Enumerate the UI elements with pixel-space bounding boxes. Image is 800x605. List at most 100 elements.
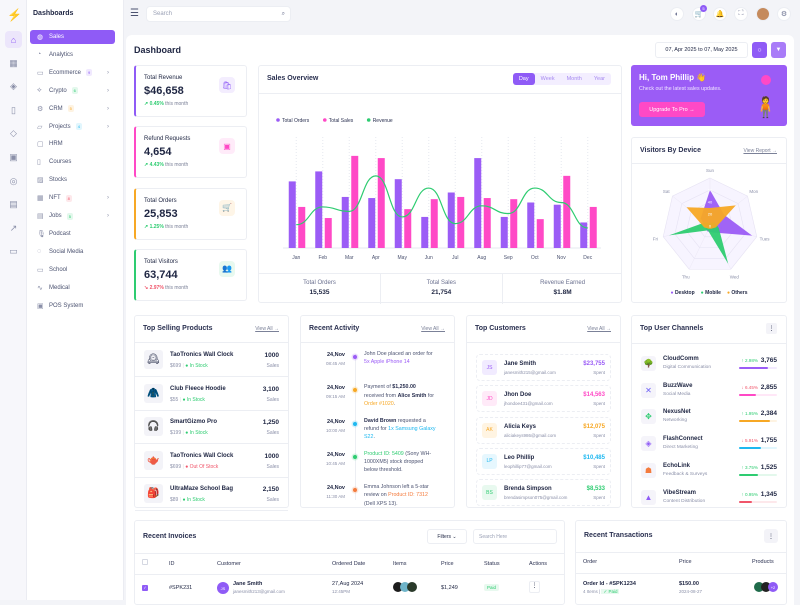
chart-line-icon[interactable]: ↗ [9, 222, 18, 233]
x-tick-label: Feb [318, 255, 327, 261]
tab-year[interactable]: Year [593, 76, 605, 82]
sidebar-item-analytics[interactable]: ◔ Analytics [30, 48, 115, 62]
customer-row[interactable]: LP Leo Phillip leophillip77@gmail.com $1… [476, 447, 611, 475]
tab-month[interactable]: Month [566, 76, 582, 82]
sidebar-item-jobs[interactable]: ▤ Jobs 5 › [30, 209, 115, 223]
customer-spent-label: Spent [593, 370, 605, 375]
logo-icon[interactable]: ⚡ [7, 8, 22, 22]
customer-row[interactable]: AK Alicia Keys aliciakeys986@gmail.com $… [476, 416, 611, 444]
view-report-link[interactable]: View Report → [743, 148, 777, 154]
bar-total-orders [527, 202, 535, 248]
sidebar-item-nft[interactable]: ▦ NFT 8 › [30, 191, 115, 205]
sidebar-item-sales[interactable]: ◍ Sales [30, 30, 115, 44]
refresh-button[interactable]: ○ [752, 42, 767, 58]
sidebar-item-ecommerce[interactable]: ▭ Ecommerce 9 › [30, 66, 115, 80]
search-input[interactable]: Search ⌕ [146, 6, 291, 22]
tab-day[interactable]: Day [512, 73, 535, 85]
channel-row: 🌳 CloudComm Digital Communication ↑ 2.98… [632, 354, 786, 381]
transactions-more-icon[interactable]: ⋮ [764, 529, 778, 543]
customer-row[interactable]: JS Jane Smith janesmith215@gmail.com $23… [476, 354, 611, 381]
product-row[interactable]: 🕰 TaoTronics Wall Clock $699 | ● In Stoc… [135, 343, 288, 377]
gear-icon[interactable]: ⚙ [777, 7, 791, 21]
card-icon[interactable]: ▭ [9, 246, 18, 257]
banner-greeting: Hi, Tom Phillip 👋 [639, 73, 707, 82]
sidebar-item-label: Analytics [49, 51, 74, 58]
theme-icon[interactable]: ◐ [670, 7, 684, 21]
bell-icon[interactable]: 🔔 [713, 7, 727, 21]
grid-icon[interactable]: ▦ [9, 57, 18, 68]
pulse-icon: ∿ [37, 284, 43, 292]
sidebar-badge: 4 [75, 123, 82, 130]
tab-week[interactable]: Week [540, 76, 555, 82]
sales-icon: ◍ [37, 34, 44, 41]
invoice-search-input[interactable]: Search Here [473, 529, 557, 544]
fullscreen-icon[interactable]: ⛶ [734, 7, 748, 21]
sidebar-item-social-media[interactable]: ◌ Social Media [30, 245, 115, 259]
column-header[interactable]: ID [169, 561, 175, 567]
row-checkbox[interactable]: ✓ [142, 585, 148, 591]
x-tick-label: Dec [583, 255, 592, 261]
customer-row[interactable]: BS Brenda Simpson brendasimpson075@gmail… [476, 479, 611, 507]
product-image-icon: 🧥 [144, 383, 163, 403]
sidebar-item-crm[interactable]: ⚙ CRM 5 › [30, 102, 115, 116]
invoice-id[interactable]: #SPK231 [169, 585, 193, 591]
menu-toggle-icon[interactable]: ☰ [130, 8, 139, 19]
view-all-products-link[interactable]: View All → [255, 326, 279, 332]
store-icon[interactable]: ▤ [9, 199, 18, 210]
stat-label: Refund Requests [144, 136, 191, 143]
sidebar-item-stocks[interactable]: ▨ Stocks [30, 173, 115, 187]
visitors-title: Visitors By Device [640, 147, 701, 154]
gift-icon[interactable]: ▣ [9, 152, 18, 162]
row-actions-button[interactable]: ⋮ [529, 581, 540, 593]
sidebar-item-school[interactable]: ▭ School [30, 263, 115, 277]
column-header[interactable]: Actions [529, 561, 548, 567]
view-all-customers-link[interactable]: View All → [587, 326, 611, 332]
product-row[interactable]: 🎒 UltraMaze School Bag $89 | ● In Stock … [135, 477, 288, 511]
column-header[interactable]: Status [484, 561, 500, 567]
sidebar-item-pos-system[interactable]: ▣ POS System [30, 299, 115, 313]
column-header[interactable]: Items [393, 561, 407, 567]
sidebar-item-courses[interactable]: ▯ Courses [30, 155, 115, 169]
activity-title: Recent Activity [309, 325, 360, 332]
customer-row[interactable]: JD Jhon Doe jhondoe431@gmail.com $14,563… [476, 385, 611, 413]
more-options-icon[interactable]: ⋮ [766, 323, 777, 334]
product-row[interactable]: 🎧 SmartGizmo Pro $199 | ● In Stock 1,250… [135, 410, 288, 444]
product-sales-label: Sales [266, 396, 279, 403]
channel-change: ↓ 5.91% [741, 438, 758, 444]
sidebar-item-podcast[interactable]: 🎙 Podcast [30, 227, 115, 241]
view-all-activity-link[interactable]: View All → [421, 326, 445, 332]
column-header[interactable]: Customer [217, 561, 241, 567]
file-icon[interactable]: ▯ [11, 104, 16, 115]
filters-button[interactable]: Filters ⌄ [427, 529, 467, 544]
compass-icon[interactable]: ◎ [9, 175, 18, 186]
avatar[interactable] [756, 7, 770, 21]
sidebar-item-medical[interactable]: ∿ Medical [30, 281, 115, 295]
sidebar-item-label: Social Media [49, 248, 84, 255]
bar-total-orders [500, 216, 508, 248]
filter-button[interactable]: ▼ [771, 42, 786, 58]
sidebar-badge: 8 [65, 194, 72, 202]
column-header: Order [583, 559, 598, 565]
select-all-checkbox[interactable] [142, 559, 148, 565]
radar-axis-label: Sat [663, 189, 671, 194]
sidebar-item-crypto[interactable]: ⟡ Crypto 6 › [30, 84, 115, 98]
top-customers-card: Top Customers View All → JS Jane Smith j… [466, 315, 621, 508]
cart-icon[interactable]: 🛒 5 [692, 5, 707, 21]
stat-change-value: 0.45% [149, 101, 164, 107]
column-header[interactable]: Price [441, 561, 454, 567]
bar-total-sales [589, 206, 597, 248]
column-header[interactable]: Ordered Date [332, 561, 366, 567]
sidebar-item-hrm[interactable]: ▢ HRM [30, 137, 115, 151]
date-range-picker[interactable]: 07, Apr 2025 to 07, May 2025 [655, 42, 748, 58]
diamond-icon[interactable]: ◇ [10, 128, 17, 139]
product-row[interactable]: 🫖 TaoTronics Wall Clock $699 | ● Out Of … [135, 444, 288, 478]
activity-date: 24,Nov [326, 451, 345, 458]
product-row[interactable]: 🧥 Club Fleece Hoodie $55 | ● In Stock 3,… [135, 377, 288, 411]
layers-icon[interactable]: ◈ [10, 81, 17, 92]
sidebar-section-title: Dashboards [33, 10, 74, 17]
product-sales: 1000 [264, 352, 279, 359]
transaction-items: 4 Items [583, 589, 598, 594]
upgrade-button[interactable]: Upgrade To Pro → [639, 102, 705, 117]
sidebar-item-projects[interactable]: ▱ Projects 4 › [30, 120, 115, 134]
home-icon[interactable]: ⌂ [5, 31, 22, 48]
